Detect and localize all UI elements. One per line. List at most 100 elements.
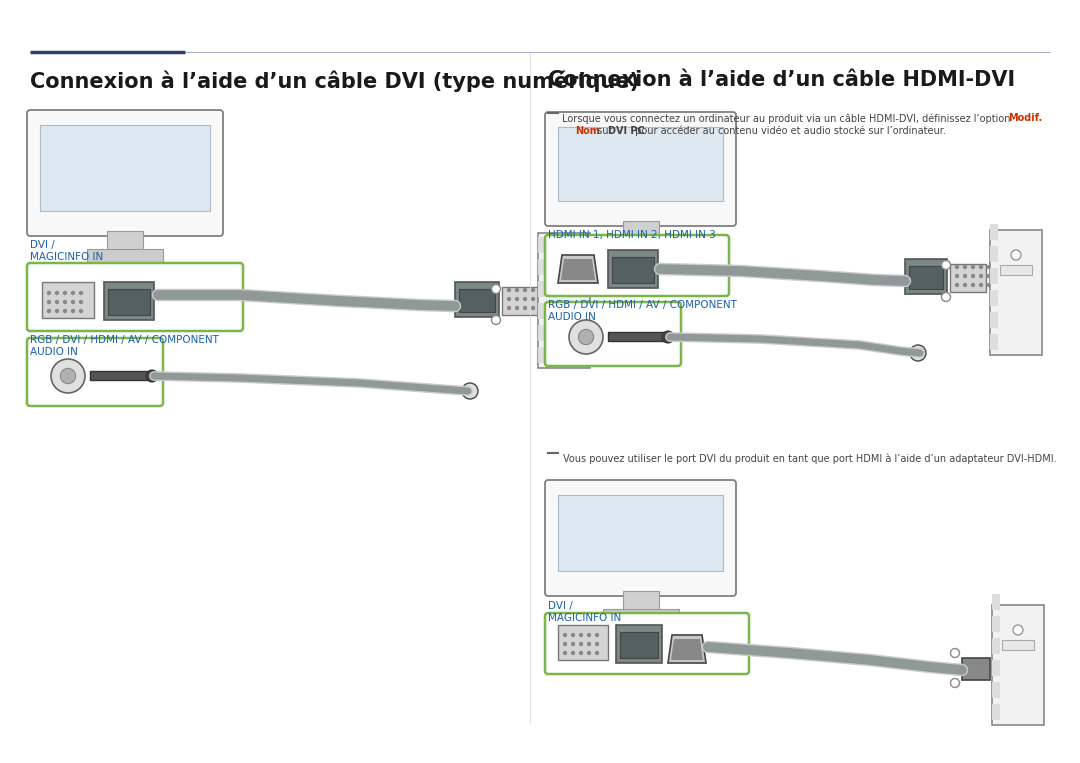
Bar <box>40 125 210 211</box>
Bar <box>909 266 943 289</box>
Circle shape <box>531 298 535 301</box>
FancyBboxPatch shape <box>27 338 163 406</box>
Polygon shape <box>558 255 598 283</box>
Circle shape <box>80 301 82 304</box>
Bar <box>548 268 580 278</box>
Circle shape <box>531 307 535 310</box>
Bar <box>616 625 662 663</box>
Bar <box>538 259 546 275</box>
Circle shape <box>80 310 82 313</box>
Bar <box>990 230 1042 355</box>
Bar <box>558 625 608 660</box>
Circle shape <box>942 292 950 301</box>
Bar <box>1000 265 1032 275</box>
Circle shape <box>662 331 674 343</box>
Circle shape <box>48 301 51 304</box>
Circle shape <box>579 330 594 345</box>
Text: sur: sur <box>594 126 616 136</box>
Circle shape <box>595 652 598 655</box>
Circle shape <box>963 266 967 269</box>
Circle shape <box>515 298 518 301</box>
Bar <box>455 282 499 317</box>
Bar <box>990 224 998 240</box>
Circle shape <box>64 301 67 304</box>
Circle shape <box>569 320 603 354</box>
Circle shape <box>972 275 974 278</box>
Circle shape <box>956 266 959 269</box>
Text: Vous pouvez utiliser le port DVI du produit en tant que port HDMI à l’aide d’un : Vous pouvez utiliser le port DVI du prod… <box>563 453 1056 463</box>
Bar <box>993 704 1000 720</box>
FancyBboxPatch shape <box>27 263 243 331</box>
Circle shape <box>571 652 575 655</box>
Bar <box>993 594 1000 610</box>
Bar <box>993 682 1000 698</box>
Bar <box>104 282 154 320</box>
Bar <box>459 289 495 312</box>
Circle shape <box>595 633 598 636</box>
Circle shape <box>524 307 527 310</box>
Bar <box>990 334 998 350</box>
Bar <box>905 259 947 294</box>
Bar <box>993 616 1000 632</box>
Circle shape <box>55 310 58 313</box>
Circle shape <box>987 266 990 269</box>
Polygon shape <box>671 639 703 660</box>
Bar <box>990 312 998 328</box>
Circle shape <box>71 291 75 295</box>
Circle shape <box>48 291 51 295</box>
Circle shape <box>564 633 567 636</box>
Circle shape <box>588 633 591 636</box>
Circle shape <box>51 359 85 393</box>
Bar <box>993 660 1000 676</box>
Bar <box>502 287 540 315</box>
Bar <box>603 609 678 623</box>
Circle shape <box>588 642 591 645</box>
Bar <box>42 282 94 318</box>
Circle shape <box>571 633 575 636</box>
Circle shape <box>942 260 950 269</box>
Bar <box>962 658 990 680</box>
Circle shape <box>580 642 582 645</box>
Circle shape <box>595 642 598 645</box>
Circle shape <box>64 291 67 295</box>
Circle shape <box>60 369 76 384</box>
Circle shape <box>524 298 527 301</box>
Circle shape <box>956 284 959 286</box>
Circle shape <box>980 275 983 278</box>
Bar <box>538 347 546 363</box>
Bar <box>620 632 658 658</box>
Text: Lorsque vous connectez un ordinateur au produit via un câble HDMI-DVI, définisse: Lorsque vous connectez un ordinateur au … <box>562 113 1014 124</box>
Circle shape <box>508 298 511 301</box>
Bar <box>87 249 163 263</box>
Text: Connexion à l’aide d’un câble HDMI-DVI: Connexion à l’aide d’un câble HDMI-DVI <box>548 70 1015 90</box>
Circle shape <box>491 315 500 324</box>
Circle shape <box>462 383 478 399</box>
Circle shape <box>508 307 511 310</box>
Text: DVI PC: DVI PC <box>608 126 645 136</box>
Circle shape <box>55 301 58 304</box>
Circle shape <box>1013 625 1023 635</box>
Circle shape <box>71 301 75 304</box>
FancyBboxPatch shape <box>545 302 681 366</box>
Circle shape <box>1011 250 1021 260</box>
FancyBboxPatch shape <box>545 235 729 296</box>
Bar <box>558 127 723 201</box>
Polygon shape <box>669 635 706 663</box>
Circle shape <box>980 284 983 286</box>
Circle shape <box>80 291 82 295</box>
Circle shape <box>950 649 959 658</box>
Circle shape <box>515 288 518 291</box>
Circle shape <box>48 310 51 313</box>
Bar <box>990 268 998 284</box>
Circle shape <box>531 288 535 291</box>
Circle shape <box>515 307 518 310</box>
Bar <box>90 371 152 380</box>
Text: Nom: Nom <box>575 126 599 136</box>
Circle shape <box>571 642 575 645</box>
Circle shape <box>55 291 58 295</box>
FancyBboxPatch shape <box>27 110 222 236</box>
Circle shape <box>963 275 967 278</box>
Circle shape <box>524 288 527 291</box>
Bar <box>993 605 1044 725</box>
Bar <box>622 591 659 611</box>
